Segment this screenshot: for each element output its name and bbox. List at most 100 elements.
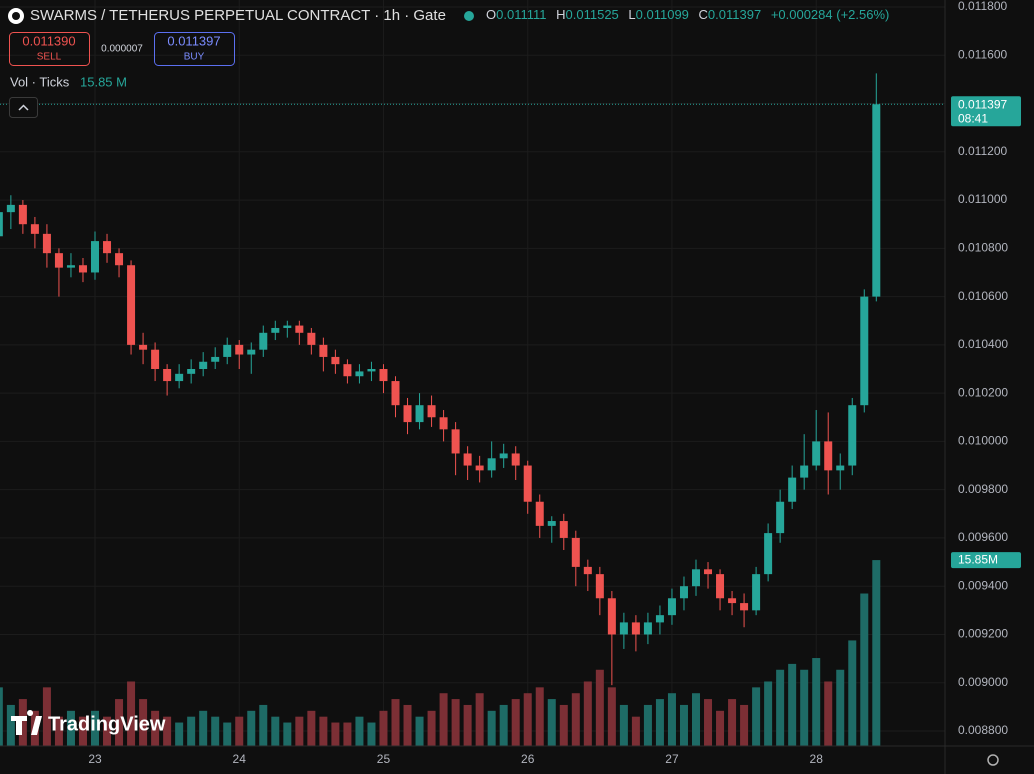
volume-bar (367, 722, 376, 746)
volume-bar (163, 716, 172, 746)
countdown: 08:41 (958, 111, 988, 125)
symbol-title: SWARMS / TETHERUS PERPETUAL CONTRACT · 1… (30, 7, 446, 24)
y-tick-label: 0.010400 (958, 337, 1008, 351)
last-price-tag (951, 96, 1021, 127)
volume-bar (631, 716, 640, 746)
candle-body (619, 622, 628, 635)
candle-pane (0, 73, 881, 686)
candle-body (439, 417, 448, 430)
candle-body (115, 253, 124, 266)
x-tick-label: 24 (233, 752, 247, 766)
volume-bar (223, 722, 232, 746)
volume-value: 15.85 M (80, 74, 127, 89)
x-tick-label: 28 (810, 752, 824, 766)
candle-body (331, 356, 340, 365)
candle-body (403, 405, 412, 423)
volume-bar (607, 687, 616, 746)
y-tick-label: 0.011800 (958, 0, 1007, 13)
candle-body (379, 369, 388, 382)
candle-body (571, 537, 580, 567)
last-price: 0.011397 (958, 97, 1007, 111)
y-tick-label: 0.011600 (958, 47, 1007, 61)
candle-body (451, 429, 460, 454)
volume-bar (439, 693, 448, 746)
time-axis (0, 746, 945, 774)
candle-body (583, 566, 592, 575)
volume-bar (199, 710, 208, 746)
collapse-button[interactable] (9, 97, 38, 118)
volume-bar (764, 681, 773, 746)
axes: 0.0118000.0116000.0114000.0112000.011000… (0, 0, 1021, 766)
volume-bar (18, 699, 27, 746)
spread: 0.000007 (101, 44, 143, 55)
buy-label: BUY (184, 52, 205, 63)
settings-icon[interactable] (987, 754, 999, 766)
candle-body (127, 265, 136, 345)
volume-bar (643, 704, 652, 746)
volume-label: 15.85M (958, 552, 998, 566)
candle-body (66, 265, 75, 268)
volume-bar (595, 669, 604, 746)
change: +0.000284 (+2.56%) (771, 7, 890, 22)
volume-bar (812, 658, 821, 746)
volume-bar (800, 669, 809, 746)
volume-bar (54, 716, 63, 746)
candle-body (716, 574, 725, 599)
volume-bar (66, 710, 75, 746)
candle-body (199, 361, 208, 369)
candle-body (547, 521, 556, 526)
candle-body (740, 603, 749, 611)
candle-body (91, 241, 99, 273)
candle-body (151, 349, 160, 369)
candle-body (655, 615, 664, 623)
volume-bar (175, 722, 184, 746)
y-tick-label: 0.010600 (958, 289, 1008, 303)
candle-body (607, 598, 616, 635)
candle-body (0, 212, 3, 237)
candle-body (631, 622, 640, 635)
candle-body (523, 465, 532, 502)
candle-body (259, 332, 268, 350)
sell-button[interactable] (9, 32, 90, 66)
candle-body (800, 465, 809, 478)
candle-body (692, 569, 700, 587)
status-dot (464, 11, 474, 21)
volume-bar (115, 699, 124, 746)
y-tick-label: 0.008800 (958, 723, 1008, 737)
volume-bar (547, 699, 556, 746)
volume-bar (523, 693, 532, 746)
candle-body (211, 356, 220, 362)
symbol-icon-inner (12, 12, 20, 20)
volume-bar (331, 722, 340, 746)
l-value: 0.011099 (636, 7, 689, 22)
volume-bar (259, 704, 268, 746)
candle-body (836, 465, 845, 471)
volume-bar (0, 687, 3, 746)
l-label: L (628, 7, 635, 22)
buy-button[interactable] (154, 32, 235, 66)
volume-bar (704, 699, 713, 746)
candle-body (30, 224, 39, 234)
y-tick-label: 0.010000 (958, 434, 1008, 448)
candle-body (499, 453, 508, 459)
y-tick-label: 0.010200 (958, 385, 1008, 399)
volume-bar (655, 699, 664, 746)
volume-bar (824, 681, 833, 746)
ohlc-legend: O0.011111 H0.011525 L0.011099 C0.011397 … (486, 7, 889, 22)
candle-body (78, 265, 87, 273)
volume-bar (187, 716, 196, 746)
y-tick-label: 0.009800 (958, 482, 1008, 496)
sell-label: SELL (37, 52, 62, 63)
candle-body (223, 344, 232, 357)
candle-body (187, 369, 196, 374)
candle-body (764, 533, 773, 575)
candle-body (643, 622, 652, 635)
x-tick-label: 23 (88, 752, 102, 766)
volume-bar (860, 593, 869, 746)
volume-bar (103, 716, 112, 746)
volume-bar (42, 687, 51, 746)
candle-body (42, 233, 51, 254)
volume-bar (667, 693, 676, 746)
x-tick-label: 26 (521, 752, 535, 766)
